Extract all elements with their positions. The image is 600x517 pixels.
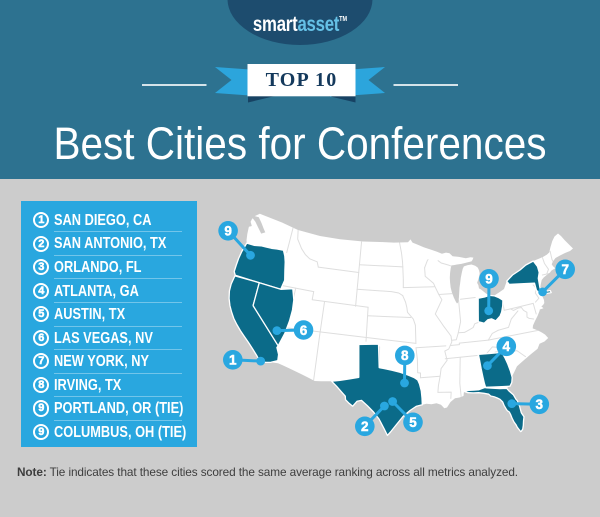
svg-text:9: 9: [485, 272, 493, 287]
svg-text:7: 7: [561, 262, 569, 277]
svg-text:6: 6: [300, 323, 308, 338]
svg-text:4: 4: [503, 339, 511, 354]
svg-text:2: 2: [361, 419, 369, 434]
svg-text:9: 9: [224, 224, 232, 239]
svg-text:3: 3: [536, 397, 544, 412]
svg-text:5: 5: [409, 415, 417, 430]
svg-text:1: 1: [229, 353, 237, 368]
svg-text:8: 8: [401, 348, 409, 363]
